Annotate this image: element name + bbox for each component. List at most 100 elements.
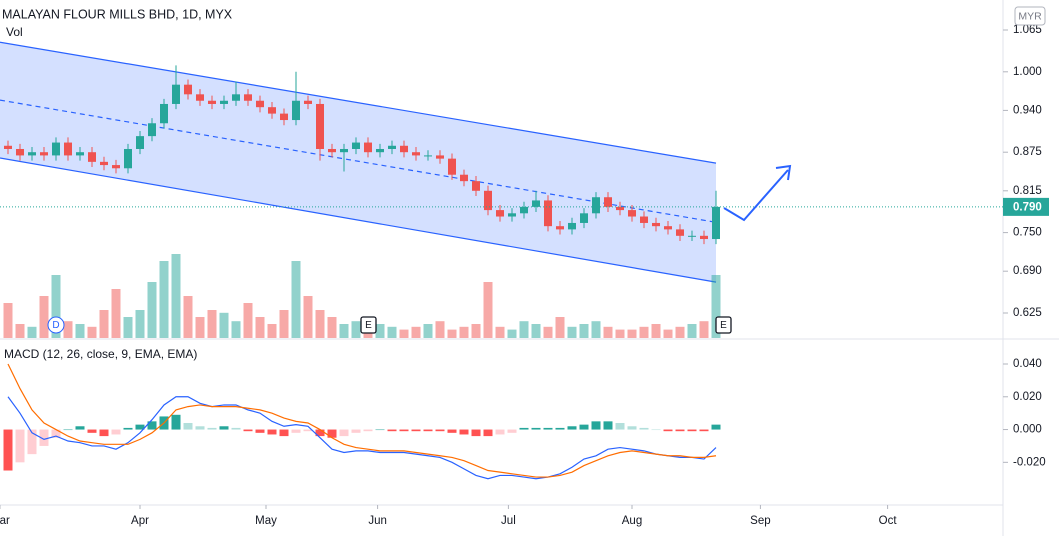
volume-bar	[147, 282, 157, 338]
volume-bar	[579, 324, 589, 338]
macd-histogram-bar	[507, 429, 517, 433]
candle-body	[568, 222, 576, 230]
macd-histogram-bar	[543, 427, 553, 430]
macd-histogram-bar	[63, 429, 73, 431]
macd-histogram-bar	[699, 429, 709, 432]
y-tick-label: 0.040	[1013, 358, 1042, 370]
candle-body	[52, 142, 60, 156]
candle-body	[412, 152, 420, 156]
volume-bar	[507, 329, 517, 338]
x-tick-label: Aug	[622, 515, 642, 527]
candle-body	[220, 100, 228, 104]
volume-bar	[603, 326, 613, 338]
volume-bar	[303, 296, 313, 338]
macd-histogram-bar	[447, 429, 457, 433]
macd-histogram-bar	[291, 429, 301, 433]
macd-histogram-bar	[603, 421, 613, 430]
macd-histogram-bar	[711, 424, 721, 430]
volume-bar	[111, 289, 121, 338]
y-tick-label: 0.815	[1013, 185, 1042, 197]
candle-body	[688, 235, 696, 237]
volume-bar	[411, 326, 421, 338]
macd-histogram-bar	[243, 429, 253, 432]
currency-box[interactable]	[1014, 6, 1046, 26]
volume-bar	[267, 324, 277, 338]
y-tick-label: 0.020	[1013, 391, 1042, 403]
volume-bar	[591, 321, 601, 338]
macd-histogram-bar	[651, 429, 661, 431]
candle-body	[580, 213, 588, 223]
candle-body	[700, 235, 708, 240]
macd-histogram-bar	[387, 429, 397, 432]
macd-label: MACD (12, 26, close, 9, EMA, EMA)	[4, 347, 197, 361]
volume-bar	[471, 324, 481, 338]
candle-body	[328, 148, 336, 153]
candle-body	[676, 229, 684, 236]
volume-bar	[39, 296, 49, 338]
macd-histogram-bar	[399, 429, 409, 432]
candle-body	[244, 94, 252, 101]
candle-body	[628, 210, 636, 217]
volume-bar	[171, 254, 181, 338]
earnings-marker[interactable]	[360, 316, 377, 334]
candle-body	[340, 148, 348, 153]
macd-histogram-bar	[459, 429, 469, 435]
candle-body	[268, 107, 276, 114]
volume-bar	[675, 326, 685, 338]
macd-histogram-bar	[135, 424, 145, 430]
macd-histogram-bar	[303, 429, 313, 432]
candle-body	[4, 145, 12, 149]
y-tick-label: 0.875	[1013, 146, 1042, 158]
candle-body	[472, 181, 480, 191]
macd-histogram-bar	[471, 429, 481, 437]
volume-bar	[687, 324, 697, 338]
volume-bar	[399, 329, 409, 338]
candle-body	[520, 206, 528, 214]
candle-body	[712, 206, 720, 240]
candle-body	[388, 145, 396, 149]
candle-body	[424, 155, 432, 157]
macd-histogram-bar	[351, 429, 361, 433]
macd-histogram-bar	[27, 429, 37, 455]
volume-bar	[711, 275, 721, 338]
earnings-marker[interactable]	[715, 316, 732, 334]
volume-bar	[51, 275, 61, 338]
channel-upper	[0, 41, 717, 164]
volume-bar	[555, 317, 565, 338]
currency-label: MYR	[1018, 10, 1042, 22]
volume-bar	[219, 312, 229, 338]
candle-body	[604, 197, 612, 207]
macd-histogram-bar	[147, 421, 157, 430]
earnings-text: E	[720, 320, 727, 331]
candle-body	[208, 100, 216, 104]
candle-body	[40, 152, 48, 156]
x-tick-label: Sep	[750, 515, 770, 527]
volume-bar	[435, 321, 445, 338]
volume-bar	[447, 329, 457, 338]
volume-bar	[63, 321, 73, 338]
volume-bar	[543, 326, 553, 338]
macd-histogram-bar	[87, 429, 97, 433]
candle-body	[664, 226, 672, 230]
macd-histogram-bar	[279, 429, 289, 437]
volume-bar	[327, 317, 337, 338]
candle-body	[460, 174, 468, 182]
volume-bar	[183, 296, 193, 338]
macd-histogram-bar	[579, 424, 589, 430]
dividend-marker[interactable]	[47, 316, 65, 334]
macd-histogram-bar	[3, 429, 13, 471]
y-tick-label: 0.000	[1013, 424, 1042, 436]
volume-bar	[627, 329, 637, 338]
candle-body	[496, 210, 504, 217]
candle-body	[364, 142, 372, 153]
x-tick-label: May	[255, 515, 277, 527]
candle-body	[304, 100, 312, 104]
volume-label: Vol	[6, 25, 23, 39]
macd-histogram-bar	[15, 429, 25, 463]
volume-bar	[135, 310, 145, 338]
candle-body	[352, 142, 360, 149]
volume-bar	[531, 324, 541, 338]
macd-histogram-bar	[435, 429, 445, 432]
volume-bar	[519, 321, 529, 338]
